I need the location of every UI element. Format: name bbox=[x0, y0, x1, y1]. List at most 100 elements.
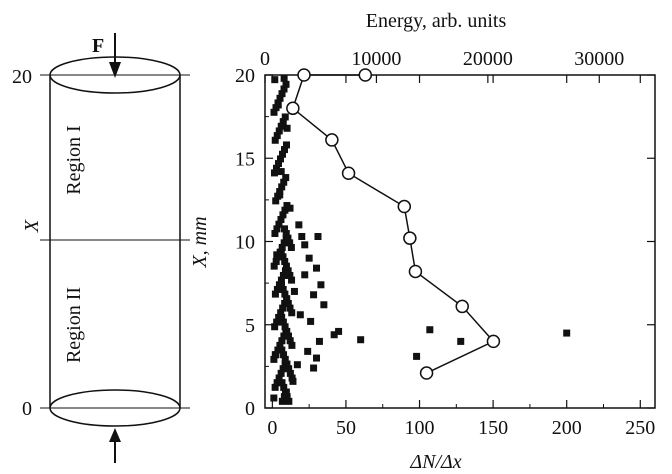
count-point bbox=[282, 80, 290, 88]
count-point bbox=[281, 323, 289, 331]
count-point bbox=[280, 351, 288, 359]
energy-point bbox=[455, 299, 469, 314]
x-tick-label: 250 bbox=[625, 417, 655, 439]
count-point bbox=[279, 318, 287, 326]
count-point bbox=[285, 365, 293, 373]
count-point bbox=[271, 383, 279, 391]
x-tick-label: 200 bbox=[552, 417, 582, 439]
count-point bbox=[276, 188, 284, 196]
count-point bbox=[274, 346, 282, 354]
y-axis-label: X, mm bbox=[189, 216, 211, 268]
count-point bbox=[280, 332, 288, 340]
force-arrowhead-bottom bbox=[109, 428, 121, 442]
count-point bbox=[279, 253, 287, 261]
count-point bbox=[277, 248, 285, 256]
count-point bbox=[283, 202, 291, 210]
energy-point bbox=[486, 334, 501, 349]
count-point bbox=[274, 99, 282, 107]
count-point bbox=[270, 355, 278, 363]
cylinder-schematic: F 20 0 X Region I Region II bbox=[12, 33, 190, 463]
count-point bbox=[280, 239, 288, 247]
count-point bbox=[280, 178, 288, 186]
count-point bbox=[275, 374, 283, 382]
count-point bbox=[295, 221, 303, 229]
count-point bbox=[283, 360, 291, 368]
count-point bbox=[274, 160, 282, 168]
count-point bbox=[281, 388, 289, 396]
count-point bbox=[270, 262, 278, 270]
count-point bbox=[277, 276, 285, 284]
count-point bbox=[278, 183, 286, 191]
count-point bbox=[278, 313, 286, 321]
region-upper-label: Region I bbox=[63, 125, 85, 194]
y-tick-label: 10 bbox=[235, 232, 255, 254]
chart: Energy, arb. units ΔN/Δx X, mm 0 50 100 150… bbox=[189, 10, 656, 473]
count-point bbox=[281, 257, 289, 265]
top-tick-label: 10000 bbox=[351, 48, 401, 70]
energy-point bbox=[325, 133, 339, 147]
count-point bbox=[278, 90, 286, 98]
count-point bbox=[273, 285, 281, 293]
region-lower-label: Region II bbox=[63, 287, 85, 363]
energy-series bbox=[286, 68, 501, 380]
count-point bbox=[310, 291, 318, 299]
count-point bbox=[310, 364, 318, 372]
count-point bbox=[281, 299, 289, 307]
top-axis-label: Energy, arb. units bbox=[366, 10, 507, 32]
count-point bbox=[288, 276, 296, 284]
count-point bbox=[293, 361, 301, 369]
count-point bbox=[305, 254, 313, 262]
axis-ticks: 0 50 100 150 200 250 0 10000 20000 30000 0 5 10 15 20 bbox=[235, 48, 655, 439]
x-tick-label: 100 bbox=[405, 417, 435, 439]
count-point bbox=[271, 290, 279, 298]
energy-point bbox=[408, 264, 423, 279]
count-point bbox=[272, 351, 280, 359]
count-point bbox=[280, 146, 288, 154]
y-tick-label: 0 bbox=[245, 398, 255, 420]
count-point bbox=[278, 346, 286, 354]
count-point bbox=[284, 299, 292, 307]
count-point bbox=[274, 253, 282, 261]
x-tick-label: 0 bbox=[267, 417, 277, 439]
count-point bbox=[286, 271, 294, 279]
count-point bbox=[287, 243, 295, 251]
x-tick-label: 50 bbox=[336, 417, 356, 439]
count-point bbox=[280, 74, 288, 82]
count-point bbox=[286, 369, 294, 377]
count-point bbox=[270, 108, 278, 116]
count-point bbox=[315, 337, 323, 345]
y-tick-label: 5 bbox=[245, 315, 255, 337]
count-point bbox=[280, 383, 288, 391]
count-point bbox=[272, 197, 280, 205]
energy-point bbox=[403, 231, 417, 245]
count-point bbox=[330, 331, 338, 339]
count-point bbox=[282, 230, 290, 238]
count-point bbox=[426, 326, 434, 334]
count-point bbox=[272, 164, 280, 172]
count-point bbox=[275, 220, 283, 228]
count-point bbox=[272, 104, 280, 112]
energy-point bbox=[341, 166, 356, 180]
energy-point bbox=[419, 366, 434, 380]
count-point bbox=[284, 332, 292, 340]
count-point bbox=[357, 336, 365, 344]
count-point bbox=[298, 233, 306, 241]
count-point bbox=[276, 94, 284, 102]
count-point bbox=[277, 216, 285, 224]
energy-point bbox=[358, 68, 373, 82]
count-point bbox=[281, 355, 289, 363]
count-point bbox=[284, 234, 292, 242]
count-point bbox=[283, 295, 291, 303]
count-point bbox=[279, 285, 287, 293]
count-point bbox=[271, 323, 279, 331]
cylinder-tick-top: 20 bbox=[12, 66, 32, 88]
count-point bbox=[563, 329, 571, 337]
top-tick-label: 0 bbox=[260, 48, 270, 70]
y-tick-label: 15 bbox=[235, 148, 255, 170]
count-point bbox=[313, 354, 321, 362]
count-point bbox=[288, 341, 296, 349]
plot-frame bbox=[264, 74, 656, 409]
count-point bbox=[280, 85, 288, 93]
count-series bbox=[270, 74, 571, 405]
count-point bbox=[307, 317, 315, 325]
